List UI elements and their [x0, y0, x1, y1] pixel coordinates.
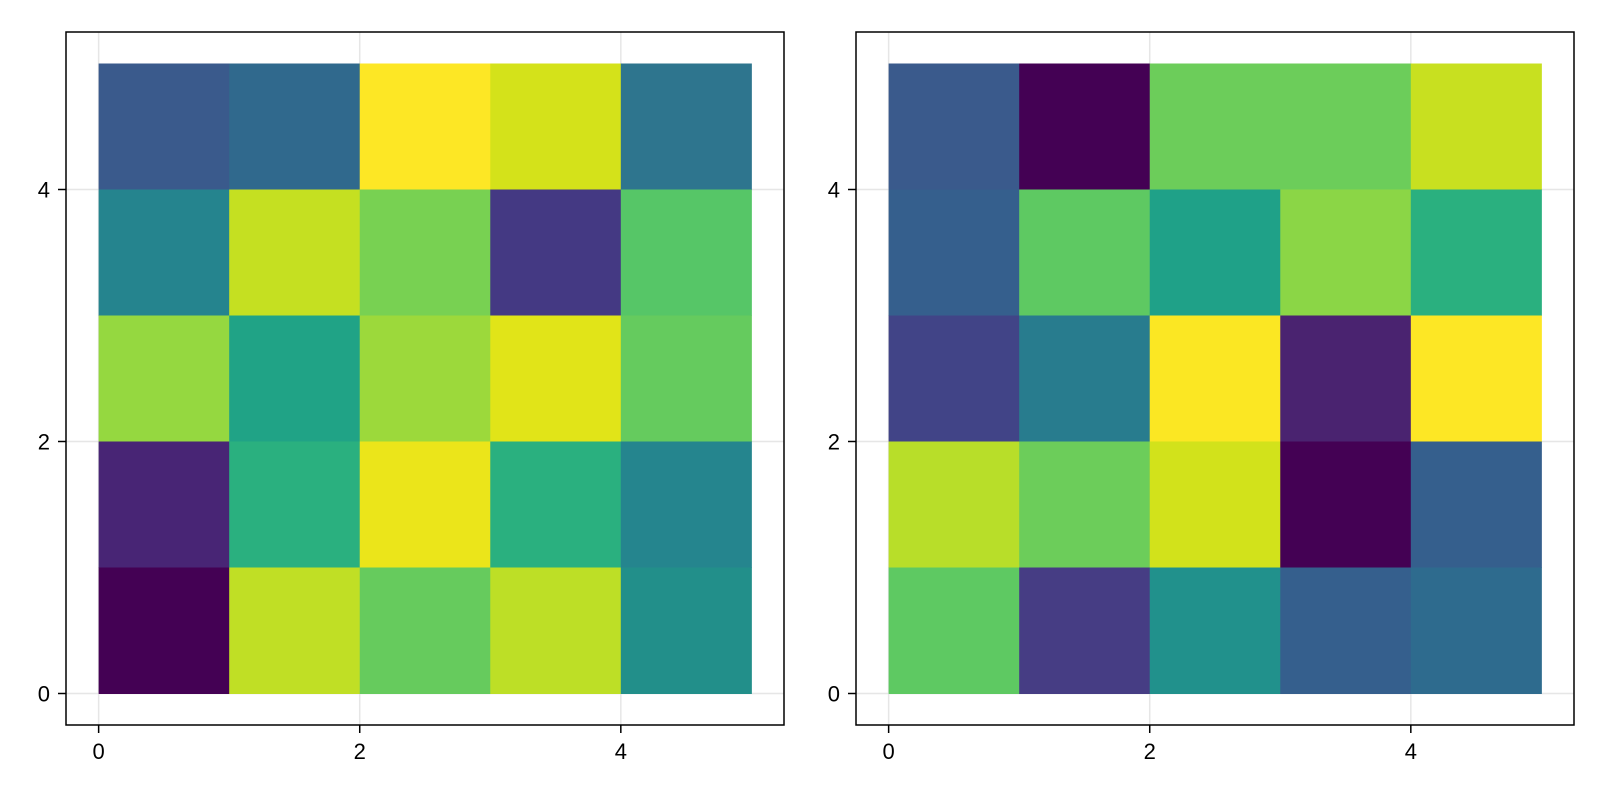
- heatmap-panel-1: 0 2 4 0 2 4: [38, 31, 785, 764]
- heatmap-cell: [1280, 63, 1412, 190]
- heatmap-cell: [359, 315, 491, 442]
- heatmap-cell: [359, 189, 491, 316]
- heatmap-cell: [490, 63, 622, 190]
- heatmap-cell: [1410, 567, 1542, 694]
- heatmap-cell: [1019, 567, 1151, 694]
- heatmap-cell: [888, 567, 1020, 694]
- heatmap-cell: [98, 441, 230, 568]
- heatmap-cell: [98, 189, 230, 316]
- heatmap-cell: [229, 63, 361, 190]
- heatmap-cell: [1410, 441, 1542, 568]
- y-tick-label: 0: [828, 682, 840, 707]
- heatmap-cell: [1410, 189, 1542, 316]
- heatmap-cell: [888, 189, 1020, 316]
- heatmap-cell: [620, 315, 752, 442]
- heatmap-cell: [359, 441, 491, 568]
- x-tick-label: 2: [354, 739, 366, 764]
- heatmap-cell: [1019, 441, 1151, 568]
- heatmap-cell: [888, 315, 1020, 442]
- heatmap-cell: [1280, 315, 1412, 442]
- heatmap-cell: [1280, 441, 1412, 568]
- heatmap-cell: [1149, 567, 1281, 694]
- x-tick-label: 0: [93, 739, 105, 764]
- x-tick-label: 4: [615, 739, 627, 764]
- heatmap-cell: [1019, 315, 1151, 442]
- heatmap-cell: [229, 189, 361, 316]
- heatmap-cell: [620, 189, 752, 316]
- heatmap-cell: [98, 567, 230, 694]
- y-tick-label: 0: [38, 682, 50, 707]
- heatmap-cell: [888, 63, 1020, 190]
- heatmap-cell: [98, 315, 230, 442]
- x-tick-label: 4: [1405, 739, 1417, 764]
- heatmap-cell: [1019, 189, 1151, 316]
- heatmap-cell: [229, 567, 361, 694]
- heatmap-cell: [490, 315, 622, 442]
- heatmap-cell: [620, 567, 752, 694]
- heatmap-cell: [490, 441, 622, 568]
- heatmap-cell: [359, 567, 491, 694]
- heatmap-cell: [620, 63, 752, 190]
- heatmap-cell: [229, 315, 361, 442]
- heatmap-cells: [98, 63, 752, 694]
- heatmap-cell: [1149, 315, 1281, 442]
- heatmap-cell: [1280, 189, 1412, 316]
- heatmap-cells: [888, 63, 1542, 694]
- heatmap-cell: [888, 441, 1020, 568]
- heatmap-cell: [359, 63, 491, 190]
- heatmap-cell: [620, 441, 752, 568]
- heatmap-cell: [1280, 567, 1412, 694]
- x-tick-label: 0: [883, 739, 895, 764]
- x-tick-label: 2: [1144, 739, 1156, 764]
- heatmap-cell: [98, 63, 230, 190]
- heatmap-cell: [1410, 315, 1542, 442]
- axes-frame: [855, 31, 1575, 726]
- heatmap-cell: [1019, 63, 1151, 190]
- y-tick-label: 2: [38, 430, 50, 455]
- heatmap-cell: [490, 189, 622, 316]
- y-tick-label: 4: [828, 178, 840, 203]
- heatmap-cell: [1149, 189, 1281, 316]
- heatmap-cell: [229, 441, 361, 568]
- y-tick-label: 2: [828, 430, 840, 455]
- heatmap-cell: [1149, 441, 1281, 568]
- axes-frame: [65, 31, 785, 726]
- y-tick-label: 4: [38, 178, 50, 203]
- heatmap-panel-2: 0 2 4 0 2 4: [828, 31, 1575, 764]
- heatmap-cell: [490, 567, 622, 694]
- heatmap-cell: [1410, 63, 1542, 190]
- heatmap-cell: [1149, 63, 1281, 190]
